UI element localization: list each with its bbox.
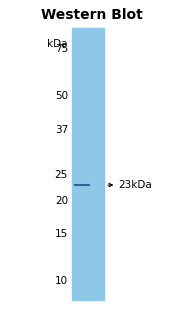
Bar bbox=[72, 28, 104, 300]
Text: 25: 25 bbox=[55, 171, 68, 180]
Text: 15: 15 bbox=[55, 229, 68, 239]
Text: Western Blot: Western Blot bbox=[41, 8, 143, 22]
Text: 75: 75 bbox=[55, 44, 68, 54]
Text: 10: 10 bbox=[55, 276, 68, 286]
Text: 50: 50 bbox=[55, 91, 68, 100]
Text: 23kDa: 23kDa bbox=[118, 180, 152, 190]
Text: 37: 37 bbox=[55, 125, 68, 135]
Text: kDa: kDa bbox=[48, 39, 68, 49]
Text: 20: 20 bbox=[55, 196, 68, 206]
